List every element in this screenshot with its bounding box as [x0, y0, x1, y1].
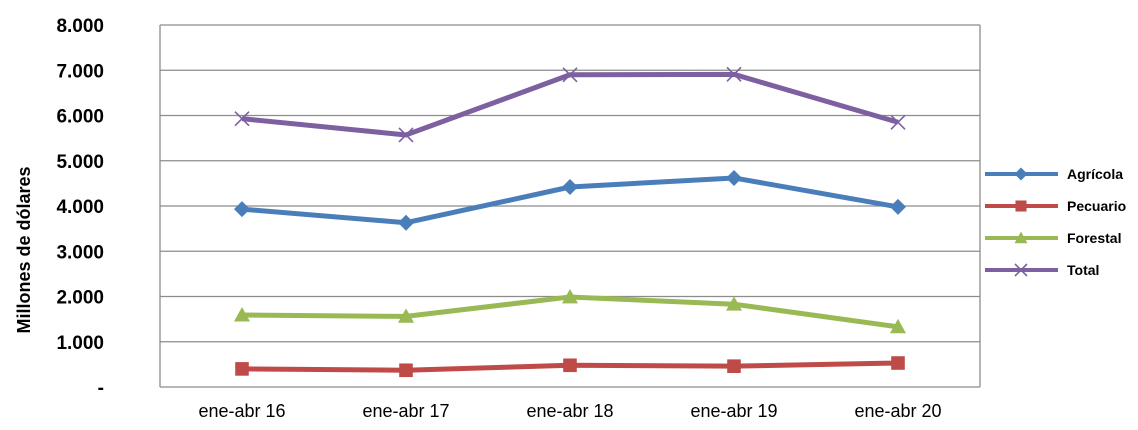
y-tick-label: 4.000 [56, 197, 104, 218]
y-tick-label: 8.000 [56, 16, 104, 37]
series-total [234, 66, 906, 143]
data-point [562, 288, 578, 304]
data-point [890, 114, 906, 130]
data-point [398, 308, 414, 323]
data-point [562, 178, 578, 195]
y-tick-label: 7.000 [56, 61, 104, 82]
data-point [890, 198, 906, 215]
x-axis-ticks: ene-abr 16 ene-abr 17 ene-abr 18 ene-abr 19… [198, 401, 941, 421]
x-tick-label: ene-abr 16 [198, 401, 285, 421]
data-point [1014, 231, 1028, 244]
data-point [234, 111, 250, 127]
y-tick-label: 5.000 [56, 152, 104, 173]
y-axis-label: Millones de dólares [14, 166, 34, 333]
legend-label: Agrícola [1067, 166, 1123, 182]
data-point [399, 363, 413, 378]
data-point [726, 169, 742, 186]
legend-item-forestal: Forestal [985, 230, 1121, 246]
legend-item-total: Total [985, 262, 1099, 278]
data-point [726, 296, 742, 311]
x-tick-label: ene-abr 18 [526, 401, 613, 421]
legend-label: Total [1067, 262, 1099, 278]
data-point [398, 214, 414, 231]
series-pecuario [235, 356, 905, 378]
y-tick-label: 2.000 [56, 288, 104, 309]
data-point [891, 356, 905, 370]
legend-label: Forestal [1067, 230, 1121, 246]
y-tick-label: 3.000 [56, 242, 104, 263]
x-tick-label: ene-abr 17 [362, 401, 449, 421]
data-point [1014, 263, 1028, 277]
data-point [890, 318, 906, 334]
data-point [398, 127, 414, 143]
data-point [234, 201, 250, 218]
series-agrícola [234, 169, 906, 231]
data-point [234, 307, 250, 322]
legend-label: Pecuario [1067, 198, 1126, 214]
series-line [241, 71, 899, 138]
data-point [563, 358, 577, 373]
grid-lines [159, 24, 981, 388]
y-tick-label: 6.000 [56, 107, 104, 128]
legend-item-pecuario: Pecuario [985, 198, 1126, 214]
series-group [234, 66, 906, 378]
data-point [562, 67, 578, 83]
data-point [727, 359, 741, 373]
data-point [235, 362, 249, 376]
x-tick-label: ene-abr 20 [854, 401, 941, 421]
x-tick-label: ene-abr 19 [690, 401, 777, 421]
data-point [726, 66, 742, 82]
y-axis-ticks: - 1.000 2.000 3.000 4.000 5.000 6.000 7.000 8.00… [56, 16, 104, 399]
data-point [1015, 200, 1027, 212]
legend-item-agrícola: Agrícola [985, 166, 1123, 182]
data-point [1014, 167, 1028, 181]
y-tick-label: 1.000 [56, 333, 104, 354]
y-tick-label: - [98, 378, 104, 399]
legend: Agrícola Pecuario Forestal Total [985, 166, 1126, 278]
series-forestal [234, 288, 906, 334]
